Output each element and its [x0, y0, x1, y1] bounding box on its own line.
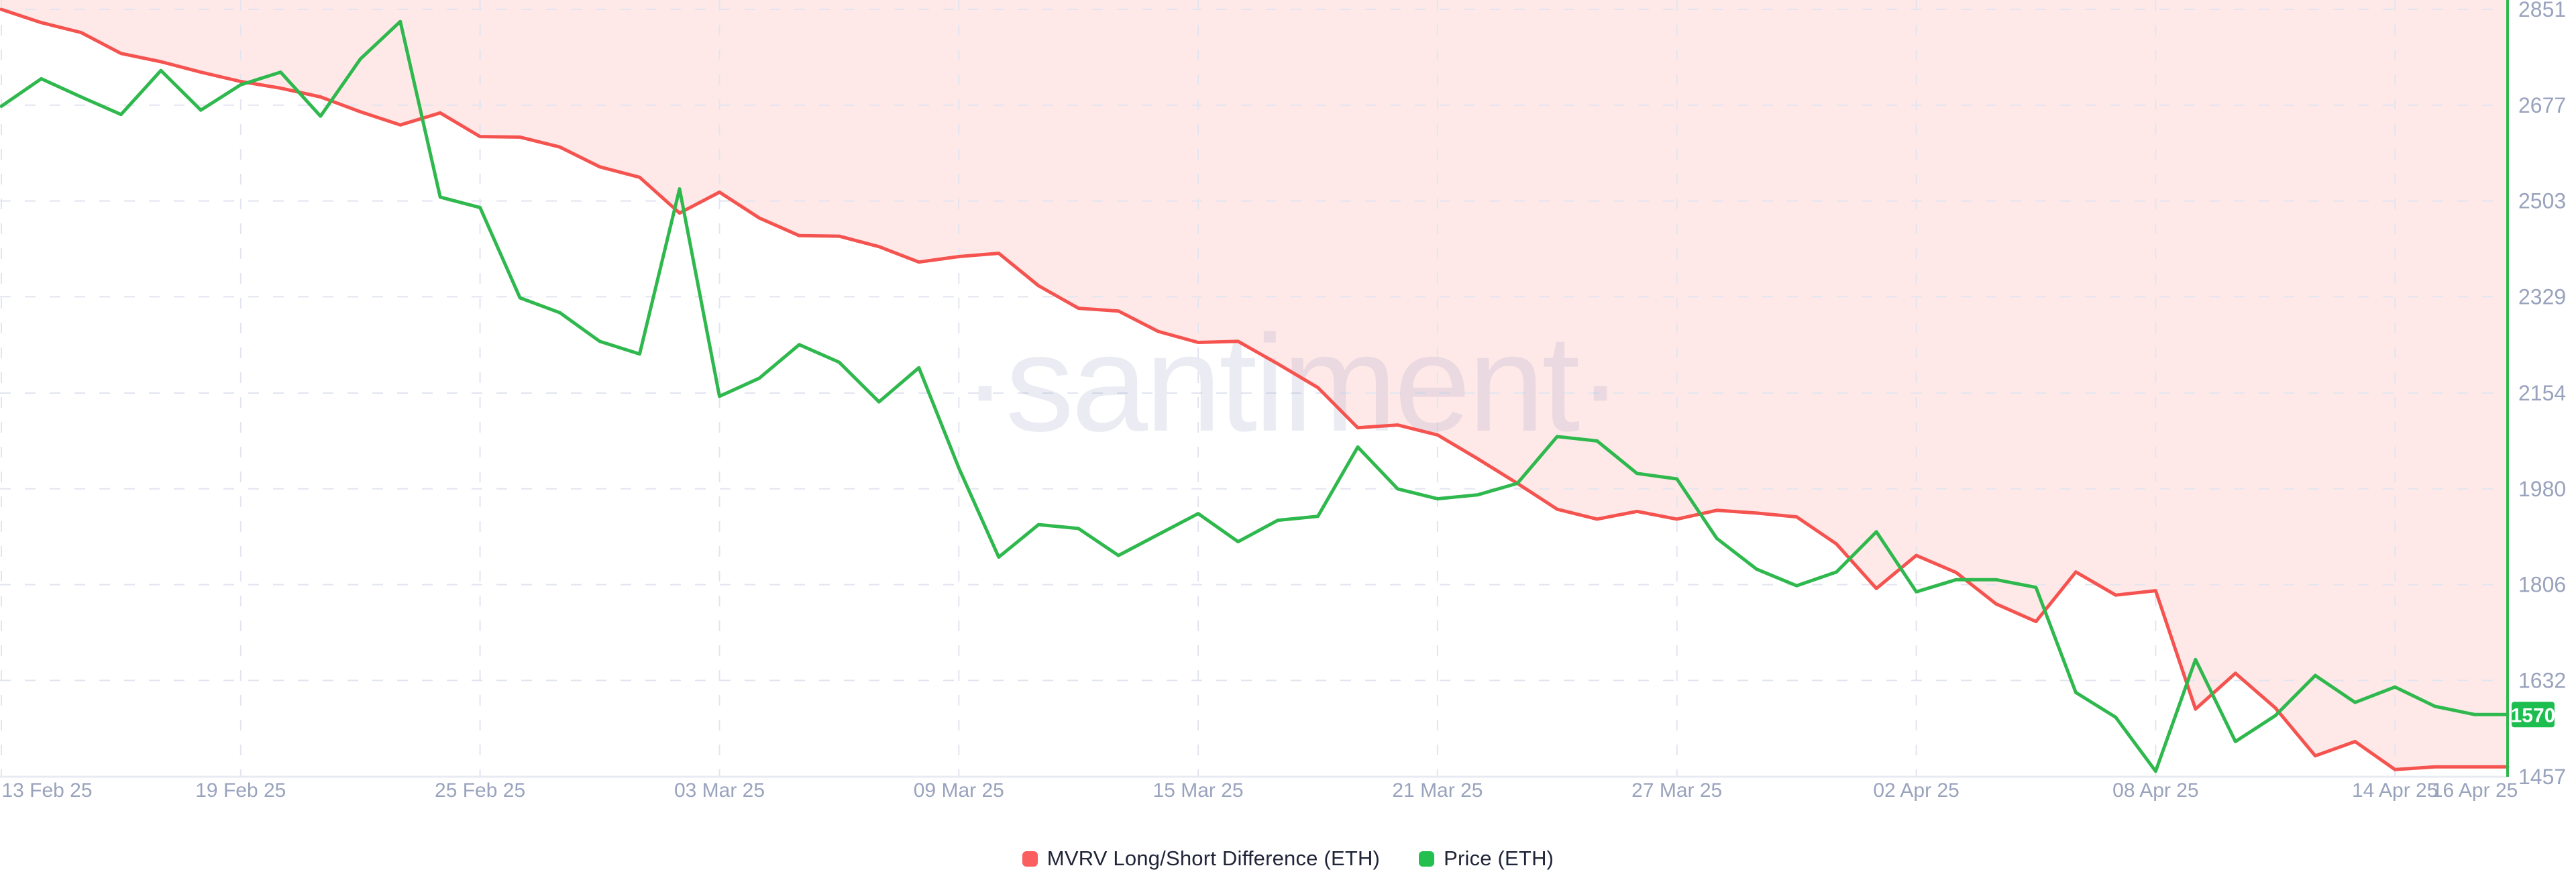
mvrv-line: [0, 7, 2510, 771]
y-tick-label: 2851: [2518, 0, 2566, 21]
y-tick-label: 1632: [2518, 668, 2566, 692]
mvrv-legend-label: MVRV Long/Short Difference (ETH): [1046, 847, 1381, 870]
price-line: [0, 19, 2510, 773]
x-tick-label: 14 Apr 25: [2352, 779, 2438, 802]
x-tick-label: 02 Apr 25: [1873, 779, 1959, 802]
x-tick-label: 15 Mar 25: [1153, 779, 1244, 802]
last-price-badge: [2512, 702, 2555, 728]
y-tick-label: 2677: [2518, 93, 2566, 117]
legend-item-price[interactable]: Price (ETH): [1419, 847, 1554, 871]
x-tick-label: 13 Feb 25: [1, 779, 92, 802]
last-price-badge-text: 1570: [2511, 704, 2556, 726]
y-tick-label: 1980: [2518, 477, 2566, 501]
x-tick-label: 25 Feb 25: [435, 779, 525, 802]
x-tick-label: 03 Mar 25: [674, 779, 765, 802]
mvrv-area: [0, 0, 2508, 770]
x-tick-label: 21 Mar 25: [1392, 779, 1483, 802]
y-tick-label: 1457: [2518, 765, 2566, 789]
legend: MVRV Long/Short Difference (ETH) Price (…: [0, 844, 2576, 872]
x-tick-label: 27 Mar 25: [1631, 779, 1722, 802]
y-tick-label: 2503: [2518, 189, 2566, 213]
mvrv-swatch-icon: [1022, 851, 1038, 867]
y-tick-label: 2154: [2518, 381, 2566, 405]
x-tick-label: 08 Apr 25: [2112, 779, 2198, 802]
price-swatch-icon: [1419, 851, 1435, 867]
x-tick-label: 16 Apr 25: [2432, 779, 2518, 802]
y-tick-label: 1806: [2518, 573, 2566, 597]
y-tick-label: 2329: [2518, 284, 2566, 309]
legend-item-mvrv[interactable]: MVRV Long/Short Difference (ETH): [1022, 847, 1380, 871]
x-tick-label: 19 Feb 25: [195, 779, 286, 802]
x-tick-label: 09 Mar 25: [914, 779, 1004, 802]
price-mvrv-chart[interactable]: 2851 2677 2503 2329 2154 1980 1806 1632 1457 13 F…: [0, 0, 2576, 844]
price-legend-label: Price (ETH): [1444, 847, 1554, 870]
santiment-watermark-logo: ·santiment·: [962, 307, 1620, 460]
